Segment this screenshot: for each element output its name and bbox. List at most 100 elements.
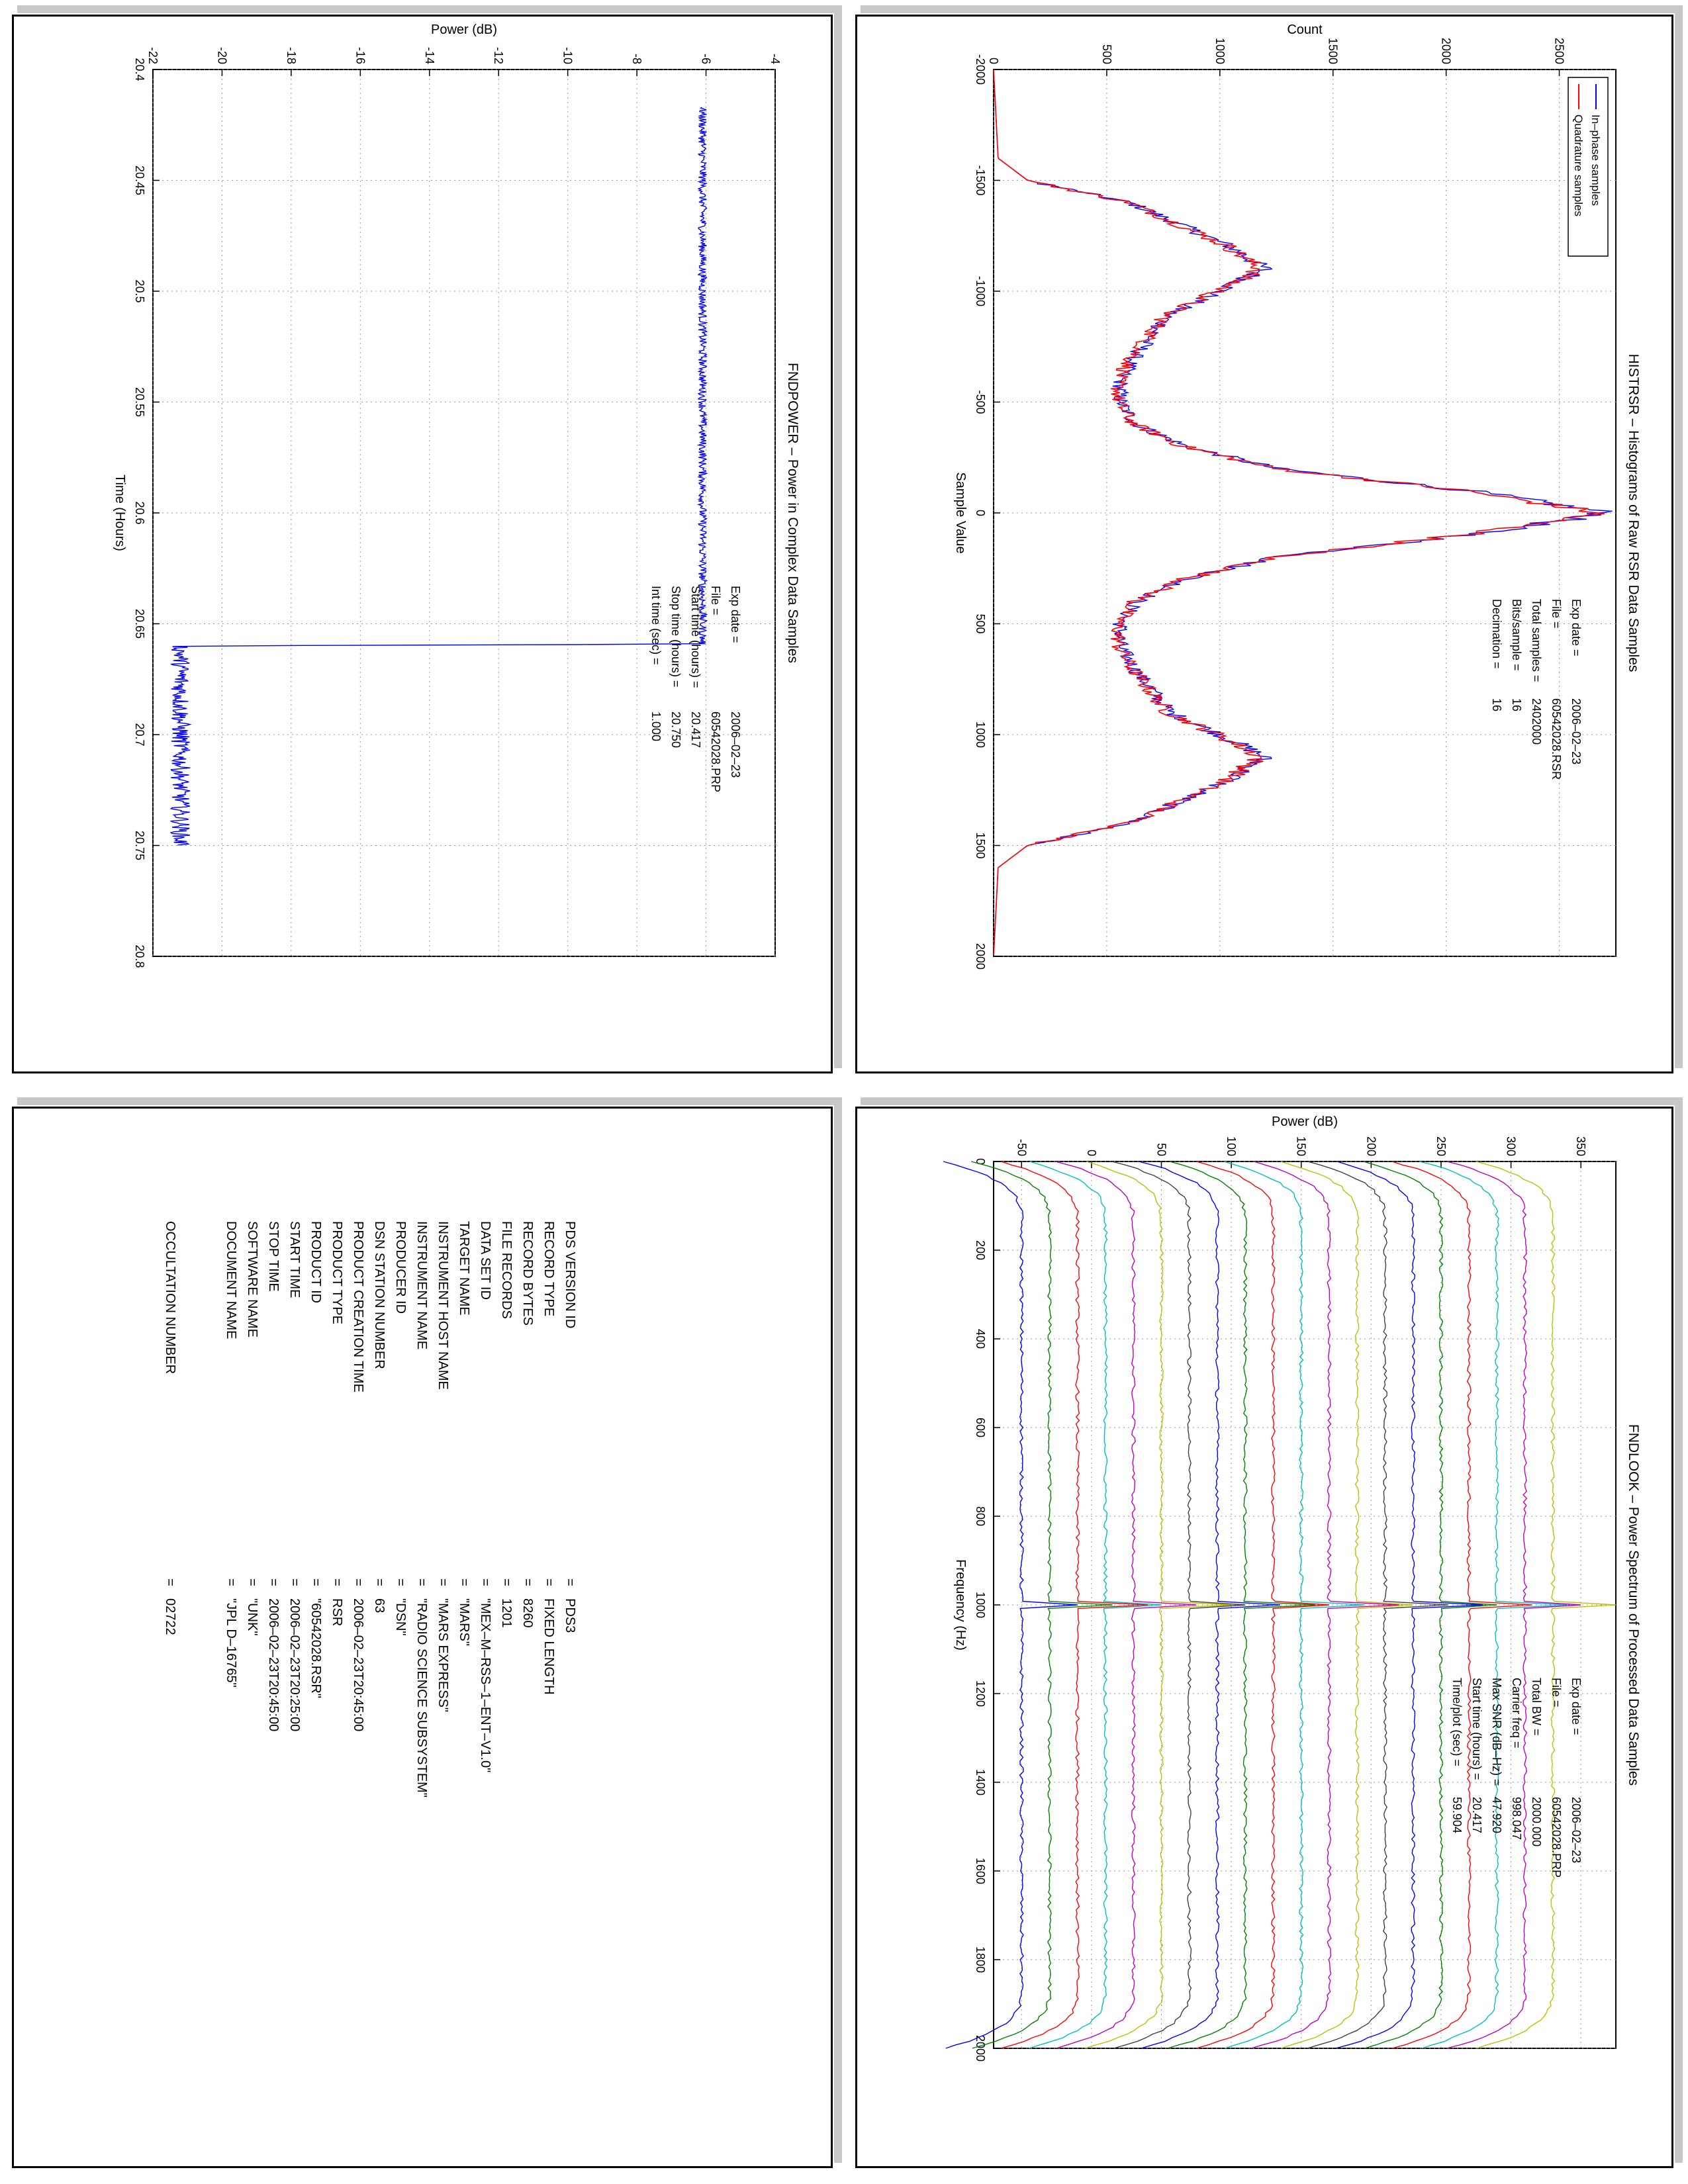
histrsr-xlabel: Sample Value [953,472,968,553]
h-annotation-label: Total samples = [1530,599,1543,682]
p-xtick-label: 20.4 [133,58,146,81]
fndlook-title: FNDLOOK – Power Spectrum of Processed Da… [1626,1424,1641,1786]
label-row-key: PRODUCER ID [393,1221,408,1314]
p-ytick-label: -4 [769,54,782,64]
label-row-equals: = [372,1578,387,1586]
h-annotation-label: File = [1550,599,1563,629]
fndpower-ylabel: Power (dB) [431,23,497,37]
l-xtick-label: 400 [974,1329,987,1349]
h-annotation-label: Exp date = [1570,599,1583,657]
fndlook-series-line [1280,1161,1413,2049]
fndlook-series-line [1055,1161,1197,2049]
label-row-key: DOCUMENT NAME [224,1221,238,1340]
label-row-equals: = [520,1578,535,1586]
panel-shadow [1675,5,1683,1068]
panel-shadow [17,5,838,13]
label-row-key: DATA SET ID [478,1221,492,1300]
fndlook-chart: 0200400600800100012001400160018002000-50… [943,1115,1641,2062]
label-row-value: "JPL D–16765" [224,1598,238,1688]
label-row-value: PDS3 [563,1598,577,1633]
fndlook-series-line [1084,1161,1232,2049]
fndlook-series-line [1250,1161,1399,2049]
p-ytick-label: -6 [700,54,713,64]
fndlook-annotations: Exp date = 2006–02–23 File = 60542028.PRP To… [1450,1678,1583,1878]
l-annotation-label: File = [1550,1678,1563,1707]
label-row-value: "DSN" [393,1598,408,1635]
occultation-value: 02722 [163,1598,177,1635]
h-ytick-label: 500 [1100,44,1113,64]
label-row-equals: = [393,1578,408,1586]
p-ytick-label: -8 [630,54,643,64]
label-row-value: 1201 [499,1598,514,1628]
p-annotation-value: 60542028.PRP [709,711,722,792]
l-ytick-label: -50 [1015,1139,1028,1156]
h-xtick-label: 500 [974,614,987,633]
fndlook-series-line [1028,1161,1162,2049]
l-xtick-label: 1800 [974,1946,987,1973]
l-annotation-label: Time/plot (sec) = [1450,1678,1464,1766]
label-row-equals: = [478,1578,492,1586]
l-annotation-value: 2006–02–23 [1570,1797,1583,1863]
l-xtick-label: 1400 [974,1769,987,1796]
p-annotation-label: Exp date = [729,586,742,643]
label-row-equals: = [266,1578,281,1586]
fndpower-ticks: 20.4 20.45 20.5 20.55 20.6 20.65 20.7 20.75 20.8… [133,47,782,968]
l-ytick-label: 350 [1574,1136,1587,1156]
fndpower-annotations: Exp date = 2006–02–23 File = 60542028.PRP St… [649,586,742,792]
label-row-key: INSTRUMENT NAME [414,1221,429,1349]
panel-shadow [861,1097,1679,1105]
l-ytick-label: 50 [1154,1143,1168,1156]
label-row-value: 63 [372,1598,387,1613]
fndlook-series-line [1000,1161,1148,2049]
l-xtick-label: 1000 [974,1592,987,1618]
label-row-key: PRODUCT TYPE [330,1221,344,1324]
l-xtick-label: 200 [974,1240,987,1260]
histrsr-grid [993,69,1616,957]
panel-shadow [834,1097,842,2163]
label-row-key: INSTRUMENT HOST NAME [436,1221,450,1390]
fndlook-series-line [1391,1161,1532,2049]
histrsr-panel: -2000 -1500 -1000 -500 0 500 1000 1500 2000 0 500 1… [855,15,1673,1073]
histrsr-series [993,69,1613,956]
h-annotation-label: Decimation = [1490,599,1503,669]
fndlook-series-line [1167,1161,1315,2049]
h-xtick-label: -2000 [974,54,987,85]
label-row-equals: = [563,1578,577,1586]
p-annotation-label: Stop time (hours) = [669,586,682,688]
p-xtick-label: 20.5 [133,279,146,302]
l-annotation-value: 20.417 [1470,1797,1483,1833]
panel-shadow [861,5,1679,13]
fndpower-chart: 20.4 20.45 20.5 20.55 20.6 20.65 20.7 20.75 20.8… [113,23,800,968]
histrsr-ticks: -2000 -1500 -1000 -500 0 500 1000 1500 2000 0 500 1… [974,38,1566,970]
label-row-equals: = [330,1578,344,1586]
label-row-value: "UNK" [245,1598,259,1635]
label-row-value: 2006–02–23T20:25:00 [287,1598,302,1731]
l-annotation-label: Max SNR (dB–Hz) = [1490,1678,1503,1786]
l-xtick-label: 1200 [974,1680,987,1707]
fndpower-series [169,107,709,846]
label-row-equals: = [436,1578,450,1586]
h-ytick-label: 0 [987,58,1000,64]
fndlook-ylabel: Power (dB) [1272,1115,1338,1129]
p-ytick-label: -18 [285,47,298,64]
label-row-value: 2006–02–23T20:45:00 [351,1598,365,1731]
label-row-key: DSN STATION NUMBER [372,1221,387,1369]
p-annotation-label: Start time (hours) = [689,586,702,688]
label-row-key: SOFTWARE NAME [245,1221,259,1338]
p-annotation-label: Int time (sec) = [649,586,663,665]
fndlook-series-line [1446,1161,1581,2049]
histrsr-chart: -2000 -1500 -1000 -500 0 500 1000 1500 2000 0 500 1… [953,23,1641,970]
h-ytick-label: 1500 [1327,38,1340,64]
label-row-equals: = [351,1578,365,1586]
l-xtick-label: 800 [974,1506,987,1526]
p-ytick-label: -10 [561,47,575,64]
p-annotation-value: 1.000 [649,711,663,741]
l-xtick-label: 1600 [974,1858,987,1884]
label-row-key: START TIME [287,1221,302,1298]
p-xtick-label: 20.55 [133,387,146,417]
h-xtick-label: 2000 [974,943,987,970]
label-row-key: PRODUCT CREATION TIME [351,1221,365,1392]
fndlook-series-line [1335,1161,1483,2049]
label-table: PDS VERSION ID = PDS3 RECORD TYPE = FIXED LEN… [163,1221,577,1797]
p-xtick-label: 20.8 [133,944,146,968]
